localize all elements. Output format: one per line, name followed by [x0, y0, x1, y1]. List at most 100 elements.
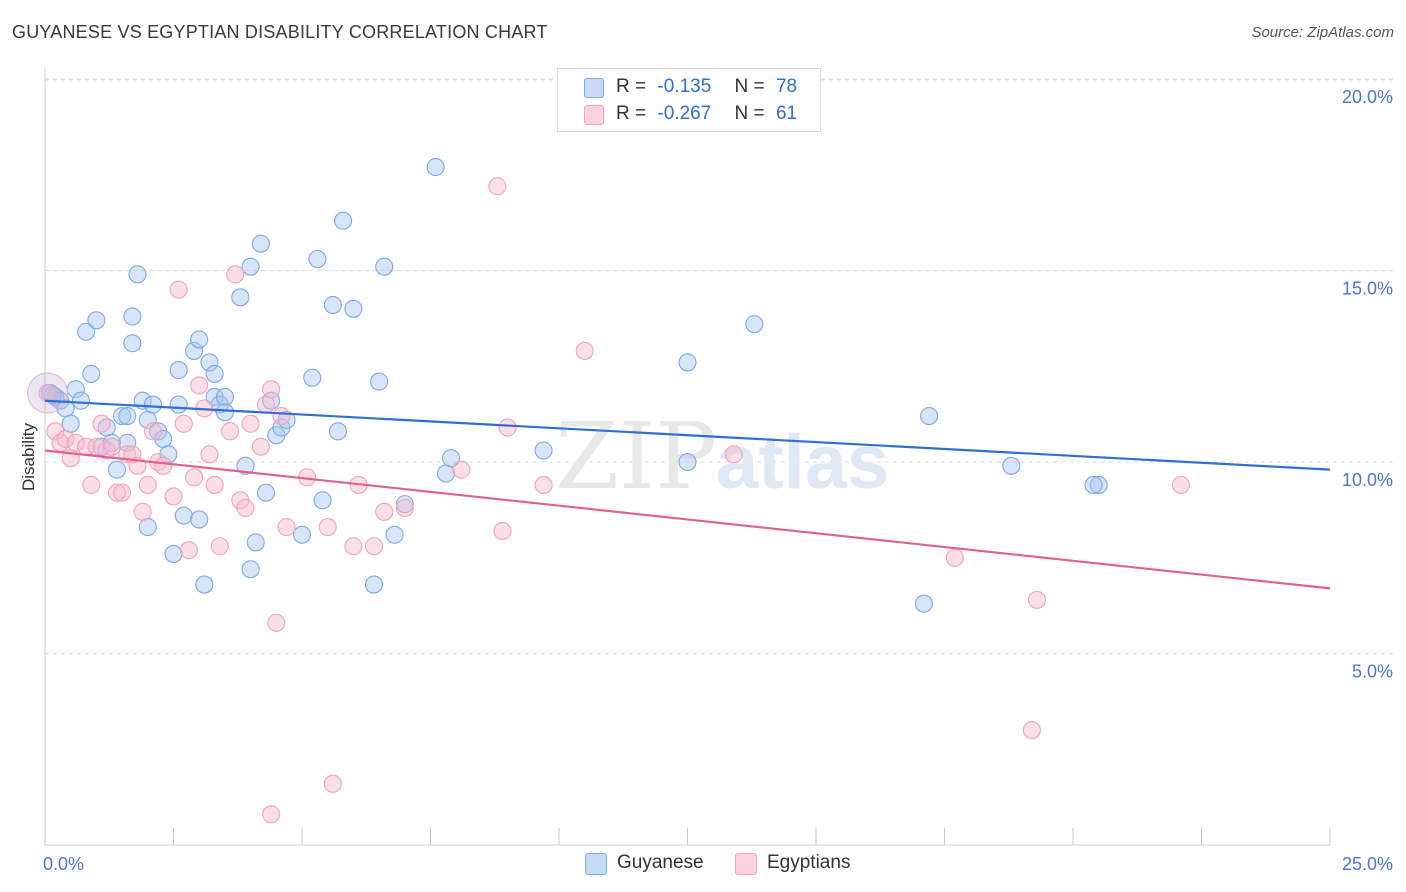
data-point-egyptians [200, 445, 219, 464]
legend-r-label: R = [616, 76, 647, 97]
chart-title: GUYANESE VS EGYPTIAN DISABILITY CORRELAT… [12, 22, 548, 42]
data-point-guyanese [215, 403, 234, 422]
data-point-guyanese [385, 525, 404, 544]
data-point-egyptians [395, 498, 414, 518]
data-point-guyanese [920, 406, 939, 426]
data-point-guyanese [82, 364, 101, 383]
data-point-egyptians [534, 475, 553, 495]
legend-swatch-guyanese [584, 78, 604, 98]
data-point-guyanese [138, 518, 157, 537]
legend-swatch-egyptians [584, 105, 604, 125]
data-point-egyptians [133, 502, 152, 521]
data-point-egyptians [210, 537, 229, 556]
data-point-egyptians [190, 376, 209, 395]
data-point-guyanese [174, 506, 193, 525]
data-point-guyanese [205, 364, 224, 383]
data-point-egyptians [575, 341, 594, 360]
data-point-egyptians [66, 433, 85, 452]
legend-n-label: N = [734, 103, 765, 124]
data-point-egyptians [1171, 475, 1190, 495]
data-point-egyptians [323, 774, 342, 793]
data-point-guyanese [164, 544, 183, 563]
y-axis-title: Disability [19, 422, 38, 491]
data-point-egyptians [277, 518, 296, 537]
data-point-guyanese [745, 315, 764, 334]
data-point-guyanese [364, 575, 384, 594]
data-point-egyptians [498, 418, 517, 437]
data-point-egyptians [102, 437, 121, 456]
data-point-egyptians [251, 437, 270, 456]
y-tick-label: 5.0% [1352, 662, 1393, 682]
data-point-guyanese [246, 533, 265, 552]
data-point-egyptians [169, 280, 188, 299]
data-point-egyptians [493, 521, 512, 540]
data-point-guyanese [534, 441, 553, 460]
data-point-egyptians [46, 422, 65, 441]
data-point-egyptians [56, 429, 75, 449]
data-point-egyptians [1022, 721, 1041, 740]
legend-n-label: N = [734, 76, 765, 97]
data-point-guyanese [678, 452, 697, 472]
data-point-guyanese [241, 257, 260, 276]
data-point-egyptians [267, 613, 286, 632]
data-point-egyptians [945, 548, 964, 567]
x-tick-label: 0.0% [43, 854, 84, 874]
data-point-egyptians [364, 537, 384, 556]
data-point-guyanese [169, 361, 188, 380]
data-point-egyptians [220, 422, 240, 441]
y-tick-label: 20.0% [1342, 87, 1393, 107]
data-point-guyanese [308, 249, 327, 269]
legend-n-value: 78 [775, 76, 798, 97]
bottom-legend-swatch-guyanese [585, 853, 607, 875]
data-point-egyptians [318, 518, 337, 537]
data-point-guyanese [1084, 475, 1103, 495]
legend-r-value: -0.267 [657, 103, 712, 124]
data-point-guyanese [241, 560, 260, 579]
data-point-guyanese [292, 525, 312, 544]
data-point-egyptians [138, 475, 157, 495]
data-point-egyptians [179, 541, 198, 560]
data-point-egyptians [205, 475, 224, 495]
data-point-guyanese [215, 387, 234, 406]
data-point-egyptians [724, 445, 743, 464]
data-point-egyptians [241, 414, 260, 433]
data-point-guyanese [87, 311, 106, 330]
data-point-egyptians [107, 483, 127, 502]
data-point-guyanese [375, 257, 394, 276]
trend-line-guyanese [44, 399, 1331, 471]
data-point-guyanese [303, 368, 322, 387]
data-point-egyptians [113, 483, 132, 502]
tick-labels: 5.0% 10.0% 15.0% 20.0% 0.0% 25.0% Disability [19, 87, 1393, 874]
legend-n-value: 61 [775, 103, 798, 124]
data-point-guyanese [190, 510, 209, 529]
data-point-guyanese [190, 330, 209, 349]
data-point-guyanese [914, 594, 933, 613]
data-point-guyanese [195, 575, 214, 594]
data-point-guyanese [236, 456, 255, 475]
data-point-egyptians [164, 487, 183, 506]
trend-line-egyptians [44, 449, 1331, 590]
data-point-guyanese [71, 391, 91, 410]
data-point-guyanese [1002, 456, 1021, 475]
data-point-guyanese [251, 234, 270, 253]
data-point-guyanese [169, 395, 188, 414]
axes [44, 68, 1331, 846]
data-point-guyanese [143, 395, 162, 414]
legend-r-value: -0.135 [657, 76, 712, 97]
data-point-guyanese [1089, 475, 1108, 495]
trend-lines [44, 399, 1331, 590]
data-point-guyanese [61, 414, 80, 433]
data-point-guyanese [113, 406, 132, 426]
correlation-legend: R = -0.135 N = 78 R = -0.267 N = 61 [557, 68, 821, 132]
data-point-egyptians [488, 177, 507, 196]
data-point-egyptians [452, 460, 471, 479]
data-point-egyptians [185, 468, 204, 487]
data-point-egyptians [143, 422, 162, 441]
data-point-guyanese [426, 158, 445, 177]
y-tick-label: 10.0% [1342, 470, 1393, 490]
data-point-guyanese [200, 353, 219, 372]
x-tick-label: 25.0% [1342, 854, 1393, 874]
data-point-egyptians [262, 380, 281, 399]
